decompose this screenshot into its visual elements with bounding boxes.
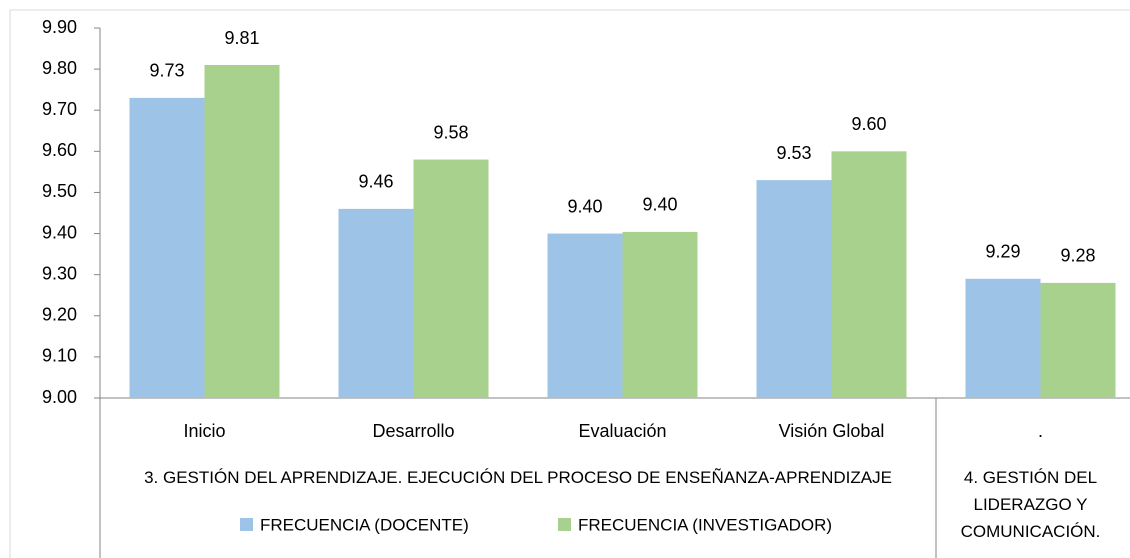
value-label: 9.58 (433, 122, 468, 142)
legend-swatch (240, 518, 253, 531)
bar (547, 233, 623, 398)
value-label: 9.73 (149, 61, 184, 81)
legend-label: FRECUENCIA (INVESTIGADOR) (578, 515, 832, 534)
y-tick-label: 9.50 (42, 181, 77, 201)
bar (831, 151, 907, 398)
value-label: 9.60 (851, 114, 886, 134)
y-tick-label: 9.00 (42, 387, 77, 407)
bar (129, 97, 205, 398)
legend-swatch (558, 518, 571, 531)
bar (1040, 282, 1116, 398)
value-label: 9.81 (224, 28, 259, 48)
bar (204, 65, 280, 398)
group-label: 3. GESTIÓN DEL APRENDIZAJE. EJECUCIÓN DE… (144, 468, 892, 487)
x-tick-label: Inicio (183, 421, 225, 441)
x-tick-label: . (1038, 421, 1043, 441)
bar (965, 278, 1041, 398)
y-tick-label: 9.70 (42, 99, 77, 119)
y-tick-label: 9.90 (42, 17, 77, 37)
value-label: 9.28 (1060, 246, 1095, 266)
y-tick-label: 9.40 (42, 222, 77, 242)
value-label: 9.29 (985, 242, 1020, 262)
group-label: 4. GESTIÓN DEL LIDERAZGO Y COMUNICACIÓN. (960, 468, 1101, 541)
value-label: 9.40 (567, 196, 602, 216)
value-label: 9.40 (642, 195, 677, 215)
y-tick-label: 9.10 (42, 346, 77, 366)
value-label: 9.53 (776, 143, 811, 163)
y-tick-label: 9.30 (42, 263, 77, 283)
bar (413, 159, 489, 398)
bar (756, 180, 832, 398)
x-tick-label: Desarrollo (372, 421, 454, 441)
y-tick-label: 9.80 (42, 58, 77, 78)
x-tick-label: Evaluación (578, 421, 666, 441)
bar (338, 208, 414, 398)
bar (622, 231, 698, 398)
y-tick-label: 9.60 (42, 140, 77, 160)
value-label: 9.46 (358, 172, 393, 192)
y-tick-label: 9.20 (42, 305, 77, 325)
legend-label: FRECUENCIA (DOCENTE) (260, 515, 469, 534)
x-tick-label: Visión Global (779, 421, 885, 441)
